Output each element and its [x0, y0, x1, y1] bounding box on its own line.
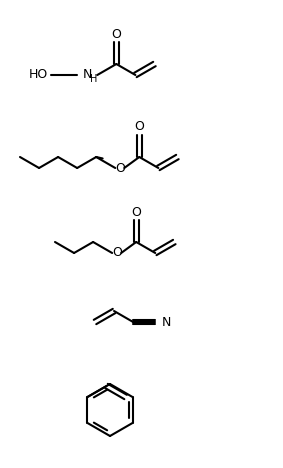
Text: N: N — [162, 315, 171, 329]
Text: O: O — [134, 120, 144, 133]
Text: H: H — [90, 74, 97, 84]
Text: N: N — [83, 68, 92, 81]
Text: HO: HO — [28, 68, 48, 81]
Text: O: O — [131, 205, 141, 219]
Text: O: O — [112, 247, 122, 259]
Text: O: O — [112, 28, 121, 41]
Text: O: O — [115, 161, 125, 175]
